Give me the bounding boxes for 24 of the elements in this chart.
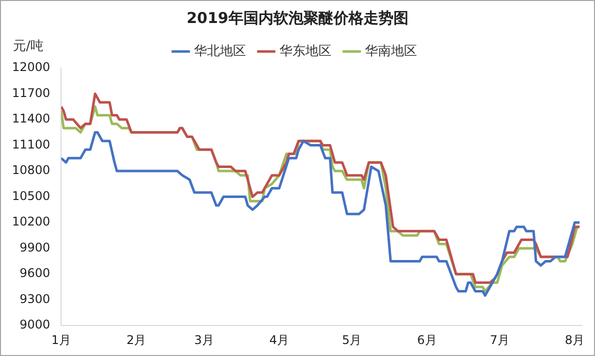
x-tick-label: 8月 [564, 332, 585, 347]
y-tick-label: 11700 [12, 86, 50, 100]
x-tick-label: 5月 [342, 332, 362, 347]
chart-title: 2019年国内软泡聚醚价格走势图 [186, 9, 410, 28]
legend-label: 华北地区 [194, 44, 246, 59]
x-tick-label: 1月 [51, 332, 71, 347]
y-axis-title: 元/吨 [13, 38, 44, 55]
x-tick-label: 4月 [269, 332, 290, 347]
y-tick-label: 9900 [20, 240, 50, 254]
y-tick-label: 9000 [20, 318, 50, 332]
y-tick-label: 12000 [12, 60, 50, 74]
y-tick-label: 11400 [12, 112, 50, 126]
y-tick-label: 10800 [12, 163, 50, 178]
y-tick-label: 9600 [20, 266, 50, 280]
x-tick-label: 3月 [194, 332, 214, 347]
y-tick-label: 10500 [12, 188, 50, 203]
y-tick-label: 11100 [12, 137, 50, 152]
y-tick-label: 10200 [12, 214, 50, 229]
legend-label: 华南地区 [364, 44, 417, 59]
y-tick-label: 9300 [20, 292, 50, 306]
x-tick-label: 6月 [417, 332, 437, 347]
legend-label: 华东地区 [279, 44, 332, 59]
x-tick-label: 2月 [126, 332, 146, 347]
x-tick-label: 7月 [490, 332, 510, 347]
